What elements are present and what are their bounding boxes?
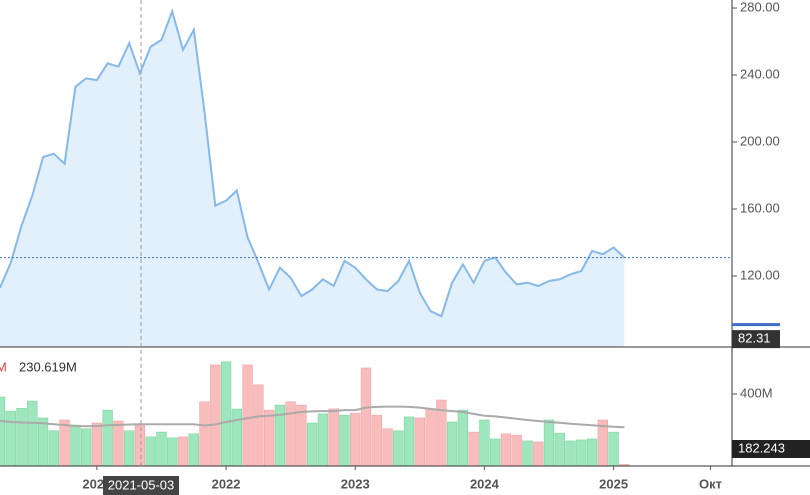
y-tick-label: 280.00 — [740, 0, 780, 14]
volume-bar — [274, 404, 286, 495]
volume-bar — [457, 409, 469, 495]
volume-bar — [371, 414, 382, 495]
volume-legend-prefix: M — [0, 359, 7, 374]
volume-bar — [446, 421, 458, 495]
volume-bar — [360, 367, 372, 495]
volume-bar — [403, 416, 415, 495]
volume-ma — [0, 405, 625, 429]
price-line — [0, 8, 626, 318]
x-tick-label: 2022 — [212, 476, 241, 491]
volume-bar — [0, 396, 6, 495]
volume-bar — [48, 430, 59, 495]
volume-bar — [263, 409, 275, 495]
volume-bar — [91, 422, 103, 495]
volume-bar — [37, 417, 49, 495]
x-tick-label: 2025 — [599, 476, 628, 491]
price-marker-bar — [732, 323, 780, 327]
y-tick-label: 120.00 — [740, 267, 780, 282]
x-tick-label: 2024 — [470, 476, 500, 491]
volume-marker-label: 182.243 — [738, 440, 785, 455]
price-area — [0, 11, 625, 348]
crosshair-box — [103, 476, 180, 495]
y-tick-label: 240.00 — [740, 66, 780, 81]
volume-bar — [156, 431, 167, 495]
volume-bar — [393, 430, 404, 495]
volume-bar — [231, 408, 242, 495]
y-tick-label: 400M — [740, 385, 773, 400]
crosshair-label: 2021-05-03 — [108, 477, 175, 492]
volume-bar — [285, 401, 296, 495]
y-tick-label: 200.00 — [740, 133, 780, 148]
y-tick-label: 160.00 — [740, 200, 780, 215]
volume-bar — [339, 414, 350, 495]
volume-bar — [296, 404, 307, 495]
x-tick-label: 2023 — [341, 476, 370, 491]
volume-bar — [102, 409, 113, 495]
price-marker — [732, 330, 780, 349]
volume-legend: 230.619M — [19, 359, 77, 374]
volume-marker — [732, 440, 810, 458]
x-tick-label: Окт — [699, 476, 722, 491]
volume-bar — [199, 401, 210, 495]
price-marker-label: 82.31 — [738, 331, 771, 346]
volume-bar — [468, 431, 479, 495]
volume-bar — [307, 422, 318, 495]
volume-bar — [350, 412, 361, 495]
volume-bar — [554, 432, 565, 495]
volume-bar — [220, 361, 232, 495]
volume-bar — [414, 417, 425, 495]
volume-bar — [608, 431, 619, 495]
volume-bar — [113, 420, 124, 495]
volume-bar — [124, 430, 135, 495]
